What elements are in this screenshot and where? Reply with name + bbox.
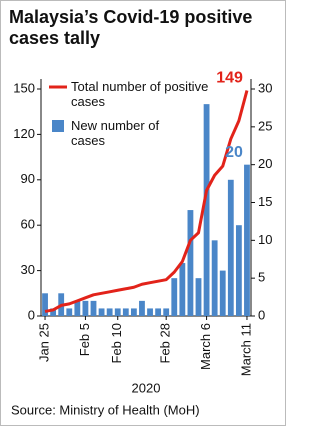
bar — [114, 308, 121, 316]
source: Source: Ministry of Health (MoH) — [11, 402, 200, 417]
bar — [155, 308, 162, 316]
bar — [130, 308, 137, 316]
bar — [244, 164, 250, 316]
y-tick-label: 30 — [21, 262, 35, 277]
y-tick-label: 150 — [13, 80, 35, 95]
x-tick-label: Jan 25 — [36, 323, 51, 362]
legend-label: New number of cases — [71, 118, 160, 148]
bar — [219, 270, 226, 316]
bar — [106, 308, 113, 316]
legend-swatch — [52, 120, 64, 132]
bar — [90, 300, 97, 316]
x-tick-label: Feb 5 — [77, 323, 92, 356]
bar — [163, 308, 170, 316]
legend-label: Total number of positive cases — [71, 79, 209, 109]
bar — [139, 300, 145, 316]
bar — [211, 240, 218, 316]
bar — [66, 308, 73, 316]
bar — [74, 300, 81, 316]
y2-tick-label: 15 — [258, 194, 272, 209]
y2-tick-label: 25 — [258, 118, 272, 133]
y2-tick-label: 20 — [258, 156, 272, 171]
bar — [203, 104, 210, 316]
value-label: 149 — [216, 70, 243, 87]
bar — [227, 179, 234, 316]
y-tick-label: 0 — [28, 307, 35, 322]
x-tick-label: Feb 28 — [158, 323, 173, 363]
x-tick-label: Feb 10 — [109, 323, 124, 363]
chart: Malaysia’s Covid-19 positive cases tally… — [0, 0, 286, 426]
y2-tick-label: 5 — [258, 270, 265, 285]
y-tick-label: 60 — [21, 217, 35, 232]
bar — [98, 308, 105, 316]
x-tick-label: March 11 — [238, 323, 253, 376]
bar — [195, 278, 202, 316]
bar — [179, 263, 186, 316]
bar — [50, 308, 57, 316]
plot: 0 30 60 90 120 150 0 5 10 15 20 25 30 Jan 25 Feb 5 Feb … — [11, 70, 272, 418]
bar — [235, 225, 242, 316]
x-axis-label: 2020 — [132, 380, 161, 395]
chart-title: Malaysia’s Covid-19 positive cases tally — [9, 7, 253, 48]
x-tick-label: March 6 — [198, 323, 213, 370]
y2-tick-label: 10 — [258, 232, 272, 247]
bar — [187, 210, 194, 316]
bar — [171, 278, 178, 316]
y-tick-label: 120 — [13, 126, 35, 141]
bar — [42, 293, 48, 316]
line — [44, 90, 249, 313]
bar — [122, 308, 129, 316]
y2-tick-label: 0 — [258, 307, 265, 322]
bar — [147, 308, 153, 316]
bar — [82, 300, 89, 316]
y-tick-label: 90 — [21, 171, 35, 186]
value-label: 20 — [225, 144, 243, 161]
y2-tick-label: 30 — [258, 80, 272, 95]
